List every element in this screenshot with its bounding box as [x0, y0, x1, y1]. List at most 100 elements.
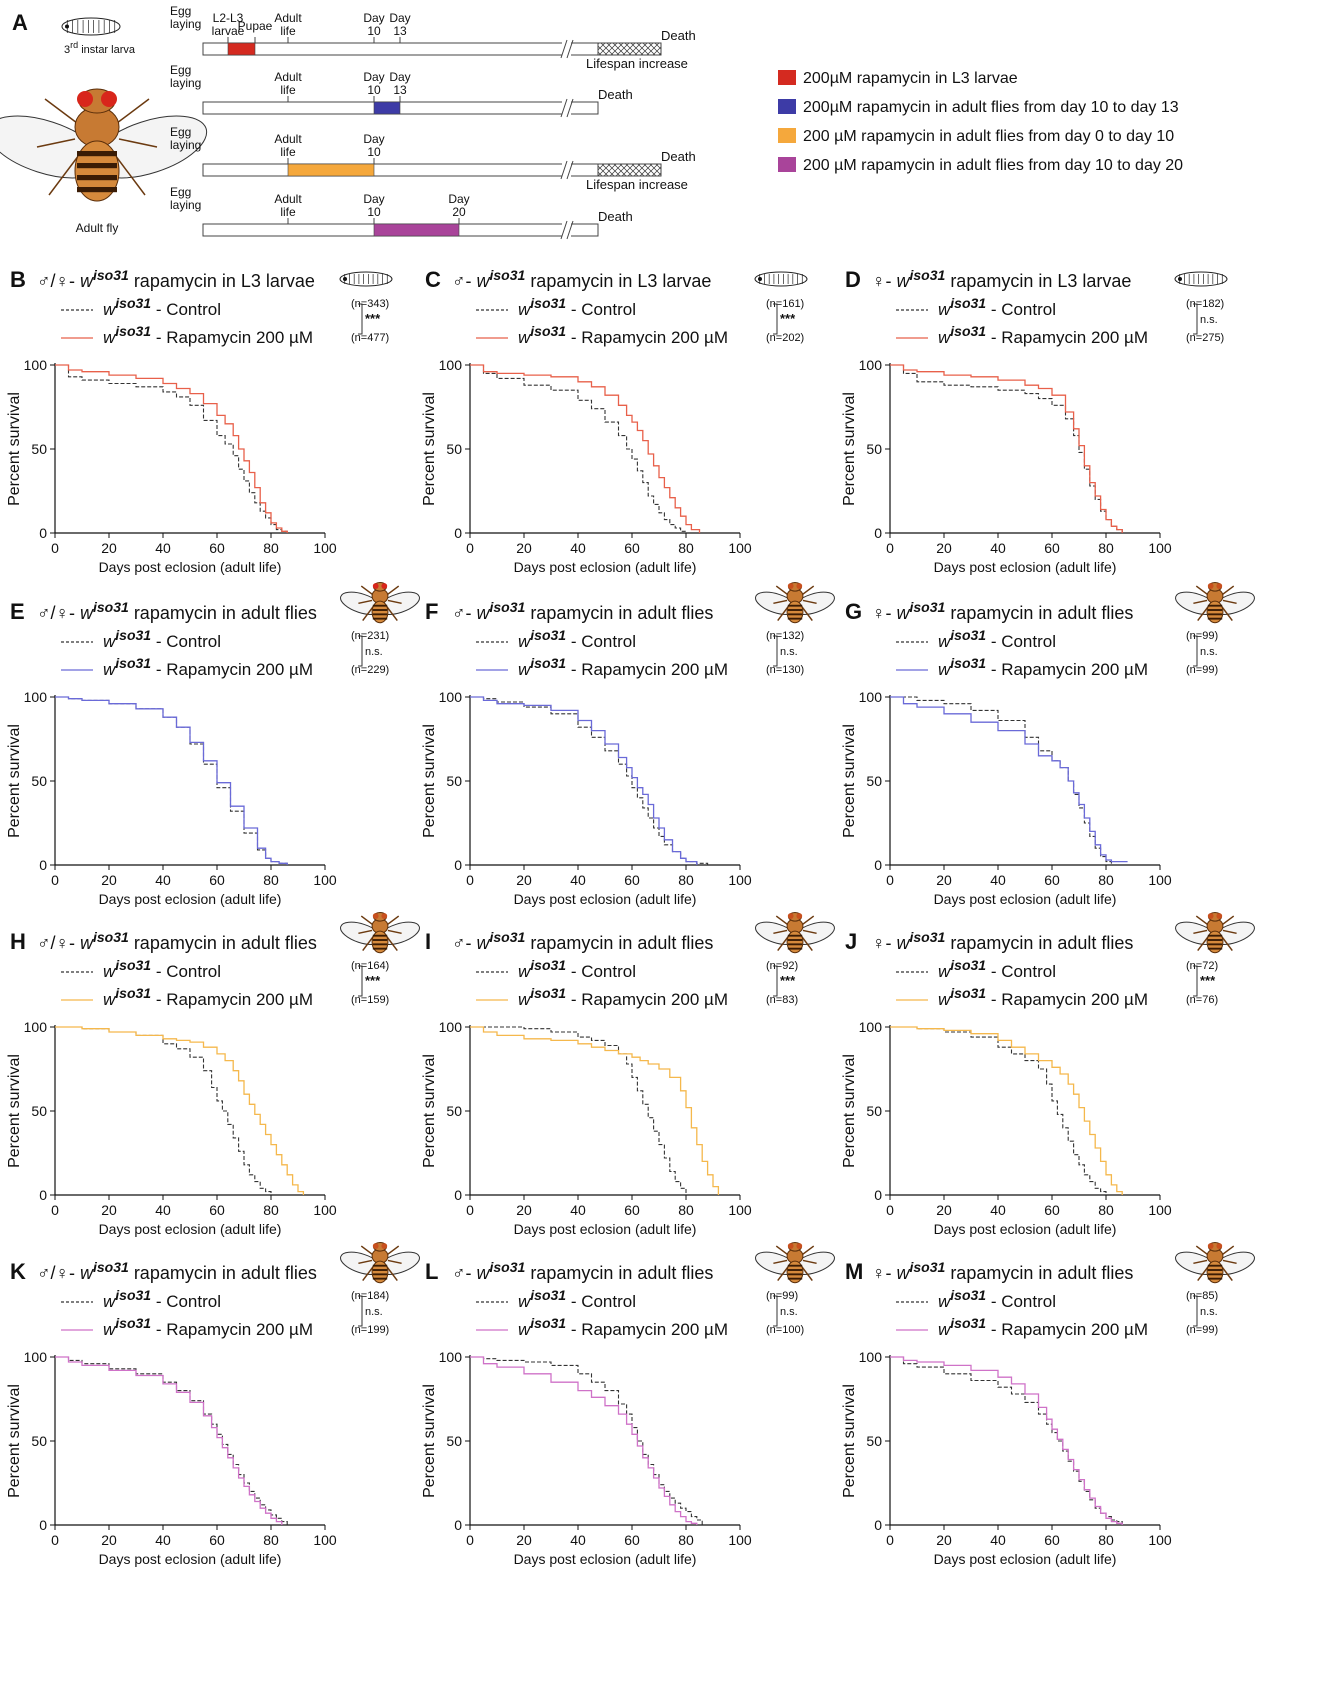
gene-name: w — [103, 1320, 117, 1339]
y-tick-label: 100 — [24, 357, 48, 373]
death-label: Death — [661, 28, 696, 43]
series-legend-label: wiso31 - Rapamycin 200 µM — [518, 655, 728, 679]
y-tick-label: 0 — [454, 525, 462, 541]
significance-label: *** — [365, 973, 381, 988]
fly-leg — [362, 1265, 375, 1282]
fly-leg — [387, 929, 402, 935]
fly-leg — [1195, 915, 1209, 926]
larva-head — [65, 24, 69, 29]
adult-fly-caption: Adult fly — [76, 221, 119, 235]
series-legend-label: wiso31 - Control — [518, 627, 636, 651]
sample-size: (n=184) — [351, 1290, 389, 1302]
gene-superscript: iso31 — [115, 323, 151, 339]
chart-title: ♂/♀- wiso31 rapamycin in adult flies — [37, 929, 317, 953]
series-legend-text: - Rapamycin 200 µM — [151, 660, 313, 679]
gene-superscript: iso31 — [530, 1287, 566, 1303]
fly-leg — [1220, 1265, 1233, 1282]
series-legend-label: wiso31 - Control — [518, 957, 636, 981]
x-tick-label: 60 — [209, 1202, 225, 1218]
fly-leg — [36, 138, 76, 148]
fly-abdomen-stripe — [77, 175, 117, 181]
x-axis-label: Days post eclosion (adult life) — [514, 1221, 697, 1237]
fly-leg — [362, 605, 375, 622]
y-tick-label: 0 — [874, 1187, 882, 1203]
axis-break-gap — [562, 161, 571, 179]
axis-break-gap — [562, 99, 571, 117]
fly-icon — [340, 911, 420, 954]
significance-bracket — [358, 1295, 363, 1327]
chart-panel-j: J ♀- wiso31 rapamycin in adult flieswiso3… — [841, 911, 1255, 1237]
gene-name: w — [518, 328, 532, 347]
x-tick-label: 80 — [263, 540, 279, 556]
panel-letter: G — [845, 599, 862, 624]
fly-leg — [358, 1259, 373, 1265]
fly-eye — [1216, 583, 1223, 589]
fly-icon — [755, 911, 835, 954]
lifespan-increase-label: Lifespan increase — [586, 177, 688, 192]
fly-abdomen-stripe — [77, 151, 117, 157]
chart-title-text: rapamycin in adult flies — [525, 933, 713, 953]
fly-leg — [386, 1245, 400, 1256]
legend-label: 200µM rapamycin in adult flies from day … — [803, 99, 1179, 116]
sample-size: (n=85) — [1186, 1290, 1218, 1302]
fly-eye — [381, 583, 388, 589]
y-tick-label: 0 — [874, 525, 882, 541]
control-survival-curve — [890, 696, 1112, 865]
stage-label: life — [280, 145, 296, 159]
x-axis-label: Days post eclosion (adult life) — [934, 1221, 1117, 1237]
x-tick-label: 40 — [990, 1202, 1006, 1218]
fly-eye — [77, 91, 93, 107]
stage-label: Day — [389, 70, 410, 84]
fly-leg — [385, 935, 398, 952]
x-tick-label: 60 — [209, 540, 225, 556]
significance-bracket — [358, 635, 363, 667]
sample-size: (n=99) — [1186, 630, 1218, 642]
y-axis-label: Percent survival — [841, 1384, 858, 1498]
fly-abdomen-stripe — [372, 1269, 388, 1271]
x-axis-label: Days post eclosion (adult life) — [514, 891, 697, 907]
y-tick-label: 50 — [31, 441, 47, 457]
y-tick-label: 100 — [24, 1019, 48, 1035]
fly-icon — [1175, 911, 1255, 954]
chart-title-text: rapamycin in adult flies — [129, 603, 317, 623]
x-tick-label: 100 — [313, 540, 337, 556]
fly-abdomen-stripe — [1207, 934, 1223, 937]
stage-label: 10 — [367, 24, 381, 38]
fly-abdomen-stripe — [787, 1277, 803, 1280]
gene-name: w — [938, 632, 952, 651]
fly-leg — [362, 935, 375, 952]
gene-superscript: iso31 — [115, 1315, 151, 1331]
control-survival-curve — [470, 364, 687, 533]
axis-break — [560, 39, 568, 59]
sample-size: (n=477) — [351, 332, 389, 344]
rapamycin-survival-curve — [55, 1356, 283, 1525]
x-axis-label: Days post eclosion (adult life) — [934, 1551, 1117, 1567]
fly-leg — [118, 138, 158, 148]
chart-title: ♂- wiso31 rapamycin in adult flies — [452, 599, 713, 623]
y-axis-label: Percent survival — [6, 392, 23, 506]
series-legend-text: - Control — [986, 632, 1056, 651]
larva-icon — [1174, 271, 1228, 287]
control-survival-curve — [470, 1356, 703, 1525]
fly-leg — [1222, 599, 1237, 605]
fly-abdomen-stripe — [1207, 609, 1223, 611]
series-legend-text: - Control — [151, 300, 221, 319]
x-tick-label: 20 — [936, 1202, 952, 1218]
chart-panel-c: C ♂- wiso31 rapamycin in L3 larvae wiso31 … — [421, 267, 808, 575]
timeline-bar — [202, 101, 599, 115]
panel-letter: F — [425, 599, 438, 624]
gene-name: w — [80, 933, 94, 953]
series-legend-label: wiso31 - Rapamycin 200 µM — [938, 323, 1148, 347]
gene-superscript: iso31 — [490, 599, 526, 615]
gene-superscript: iso31 — [950, 295, 986, 311]
fly-abdomen-stripe — [787, 934, 803, 937]
chart-panel-d: D ♀- wiso31 rapamycin in L3 larvae wiso31 … — [841, 267, 1228, 575]
chart-title-text: rapamycin in L3 larvae — [129, 271, 315, 291]
gene-superscript: iso31 — [530, 323, 566, 339]
gene-superscript: iso31 — [530, 957, 566, 973]
fly-leg — [802, 599, 817, 605]
series-legend-text: - Rapamycin 200 µM — [566, 660, 728, 679]
gene-superscript: iso31 — [910, 1259, 946, 1275]
x-tick-label: 0 — [466, 1202, 474, 1218]
